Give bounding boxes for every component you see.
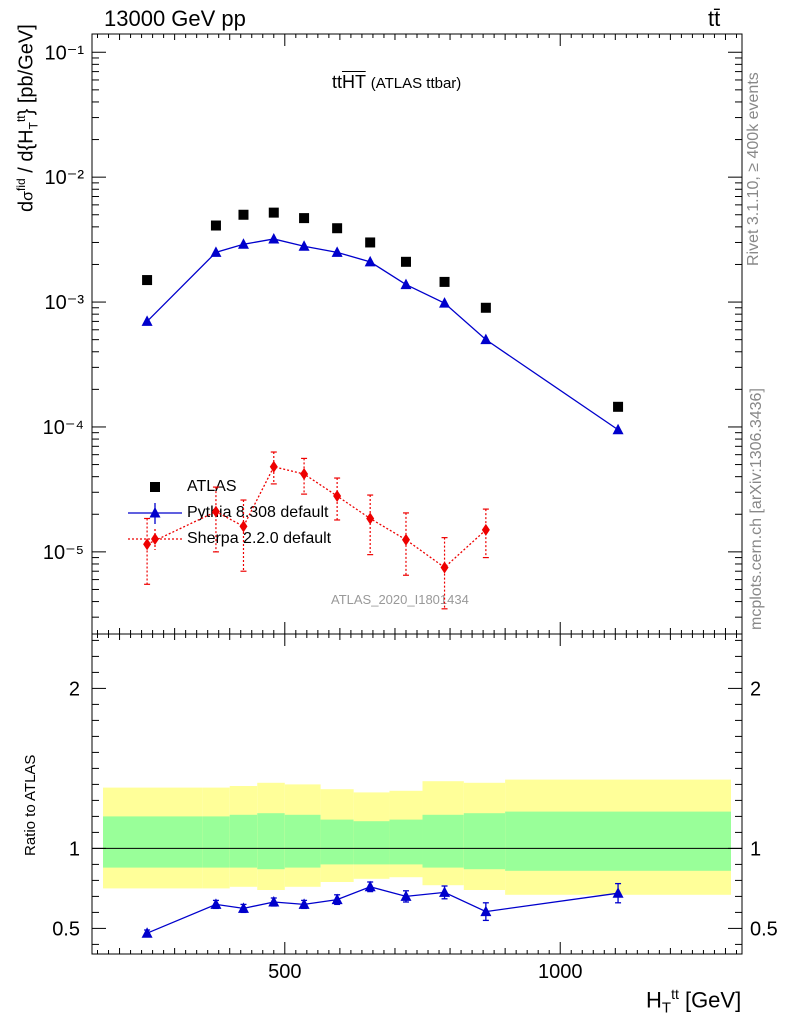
atlas-point (400, 256, 411, 267)
ratio-pythia-point (439, 886, 451, 897)
main-y-tick-label: 10⁻¹ (45, 42, 85, 64)
main-y-tick-label: 10⁻² (45, 167, 85, 189)
header-final-state: tt̄ (708, 6, 721, 31)
ratio-band-green (422, 814, 464, 868)
sherpa-point (239, 520, 248, 533)
ratio-band-green (229, 814, 258, 868)
pythia-point (364, 255, 376, 267)
ratio-pythia-point (237, 902, 249, 913)
ratio-band-green (320, 819, 354, 865)
ratio-band-green (505, 811, 731, 871)
ratio-pythia-point (480, 905, 492, 917)
ratio-band-green (257, 813, 285, 870)
ratio-band-green (389, 819, 423, 865)
main-y-tick-label: 10⁻³ (45, 292, 85, 314)
ratio-y-tick-label: 1 (69, 838, 80, 860)
sherpa-point (481, 523, 490, 536)
sherpa-point (333, 490, 342, 503)
pythia-point (237, 238, 249, 249)
legend-label-pythia: Pythia 8.308 default (187, 504, 329, 521)
legend-marker-pythia (149, 507, 161, 518)
legend-label-sherpa: Sherpa 2.2.0 default (187, 530, 332, 547)
sherpa-point (440, 561, 449, 574)
sherpa-point (269, 460, 278, 473)
pythia-point (480, 333, 492, 345)
pythia-point (268, 232, 280, 244)
legend-label-atlas: ATLAS (187, 478, 237, 495)
ratio-band-green (353, 821, 390, 865)
ratio-y-tick-label-right: 2 (750, 678, 761, 700)
ratio-pythia-point (364, 880, 376, 892)
main-y-tick-label: 10⁻⁴ (43, 417, 84, 439)
pythia-line (146, 238, 619, 431)
ratio-pythia-point (141, 927, 153, 938)
atlas-point (439, 276, 450, 287)
atlas-point (613, 401, 624, 412)
ratio-y-tick-label: 0.5 (52, 918, 80, 940)
main-plot-frame (91, 33, 743, 635)
pythia-point (331, 246, 343, 257)
x-axis-title: HTtt [GeV] (646, 986, 742, 1017)
legend-marker-atlas (150, 482, 160, 492)
main-y-tick-label: 10⁻⁵ (43, 542, 84, 564)
sherpa-point (401, 533, 410, 546)
atlas-point (480, 302, 491, 313)
plot-title-overline: HT (342, 72, 366, 92)
pythia-point (400, 278, 412, 290)
atlas-point (210, 220, 221, 231)
sherpa-point (300, 468, 309, 481)
sherpa-line (146, 466, 487, 569)
sherpa-point (143, 538, 152, 551)
atlas-point (332, 223, 343, 234)
ratio-y-tick-label: 2 (69, 678, 80, 700)
ratio-pythia-point (210, 898, 222, 909)
pythia-point (141, 315, 153, 326)
x-tick-label: 500 (268, 961, 301, 983)
ratio-y-tick-label-right: 0.5 (750, 918, 778, 940)
ratio-band-green (202, 816, 230, 868)
ratio-band-green (463, 813, 506, 870)
ratio-pythia-point (268, 896, 280, 907)
x-tick-label: 1000 (538, 961, 583, 983)
plot-title: ttHT (ATLAS ttbar) (332, 72, 461, 93)
plot-title-subtitle: (ATLAS ttbar) (370, 75, 462, 92)
pythia-point (439, 297, 451, 308)
legend-marker-sherpa (151, 533, 159, 545)
ratio-y-tick-label-right: 1 (750, 838, 761, 860)
analysis-id: ATLAS_2020_I1801434 (331, 592, 469, 607)
pythia-point (298, 240, 310, 251)
sherpa-point (211, 505, 220, 518)
atlas-point (268, 207, 279, 218)
ratio-pythia-point (298, 898, 310, 909)
plot-title-main: tt (332, 72, 343, 92)
ratio-pythia-point (331, 893, 343, 905)
header-process: 13000 GeV pp (104, 6, 246, 31)
pythia-point (210, 246, 222, 257)
ratio-pythia-point (400, 890, 412, 901)
atlas-point (142, 275, 153, 286)
pythia-point (612, 423, 624, 435)
ratio-band-green (284, 814, 321, 868)
ratio-band-green (103, 816, 203, 868)
ratio-pythia-point (612, 887, 624, 898)
sherpa-point (366, 512, 375, 525)
atlas-point (238, 209, 249, 220)
atlas-point (299, 213, 310, 224)
atlas-point (365, 237, 376, 248)
